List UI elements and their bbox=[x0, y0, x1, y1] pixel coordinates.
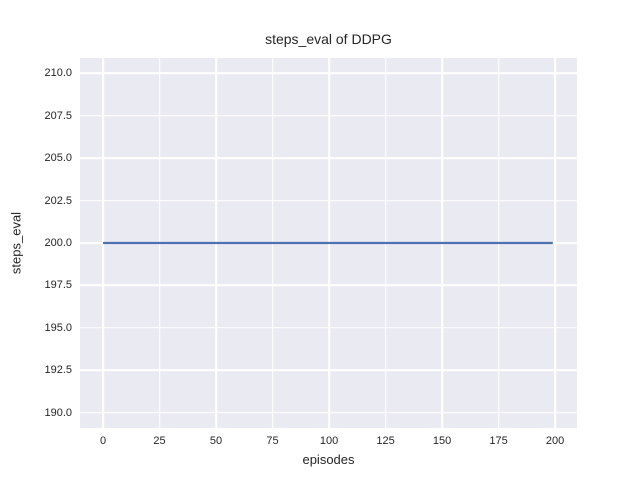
y-tick-label: 200.0 bbox=[44, 237, 72, 249]
y-tick-label: 197.5 bbox=[44, 279, 72, 292]
x-tick-label: 200 bbox=[545, 435, 565, 447]
x-tick-label: 100 bbox=[319, 435, 339, 447]
x-tick-label: 75 bbox=[266, 435, 279, 447]
y-tick-label: 195.0 bbox=[44, 321, 72, 334]
x-tick-label: 150 bbox=[432, 435, 452, 447]
y-tick-label: 210.0 bbox=[44, 67, 72, 80]
gridline-x bbox=[102, 58, 104, 428]
y-tick-label: 202.5 bbox=[44, 194, 72, 207]
y-tick-label: 190.0 bbox=[44, 406, 72, 419]
y-tick-label: 192.5 bbox=[44, 364, 72, 377]
y-axis-label: steps_eval bbox=[8, 211, 24, 275]
x-tick-label: 25 bbox=[153, 435, 166, 447]
chart-title: steps_eval of DDPG bbox=[265, 31, 392, 47]
line-series-ddpg bbox=[103, 241, 553, 245]
x-axis-label: episodes bbox=[302, 452, 355, 467]
x-tick-label: 50 bbox=[209, 435, 223, 447]
y-tick-label: 207.5 bbox=[44, 109, 72, 122]
x-tick-label: 175 bbox=[489, 435, 508, 447]
x-tick-label: 0 bbox=[99, 435, 107, 447]
gridline-x bbox=[554, 58, 556, 428]
plot-area bbox=[80, 58, 577, 428]
y-tick-label: 205.0 bbox=[44, 152, 72, 165]
x-tick-label: 125 bbox=[376, 435, 395, 447]
